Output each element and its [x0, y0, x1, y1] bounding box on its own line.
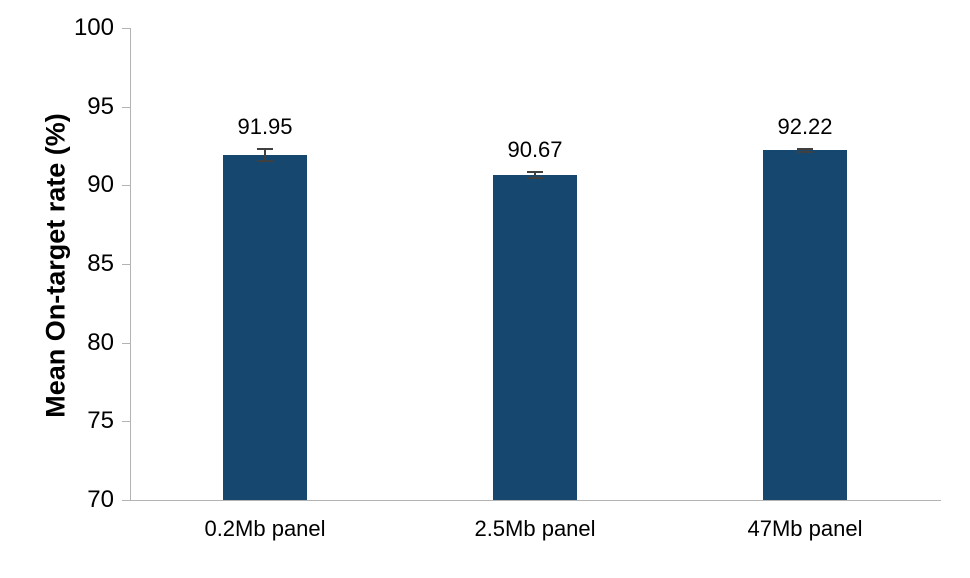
- y-tick-label: 90: [87, 171, 114, 199]
- y-tick-label: 80: [87, 328, 114, 356]
- x-category-label: 2.5Mb panel: [474, 516, 596, 541]
- y-tick-mark: [122, 28, 130, 29]
- y-tick-mark: [122, 185, 130, 187]
- error-bar-cap-bottom: [527, 176, 543, 179]
- error-bar-cap-top: [257, 147, 273, 150]
- error-bar-cap-bottom: [257, 159, 273, 162]
- y-tick-mark: [122, 421, 130, 423]
- error-bar-cap-top: [527, 170, 543, 173]
- bar: [493, 174, 577, 500]
- error-bar: [264, 147, 266, 162]
- y-tick-label: 70: [87, 486, 114, 513]
- error-bar-cap-top: [797, 148, 813, 151]
- error-bar-cap-bottom: [797, 150, 813, 153]
- x-axis-line: [130, 500, 941, 501]
- x-category-label: 47Mb panel: [747, 516, 863, 541]
- y-tick-label: 100: [73, 14, 114, 41]
- bar: [763, 150, 847, 500]
- y-tick-mark: [122, 342, 130, 344]
- error-bar: [804, 148, 806, 153]
- y-axis-line: [130, 28, 131, 500]
- bar: [223, 154, 307, 500]
- bar-value-label: 92.22: [777, 114, 833, 140]
- x-category-label: 0.2Mb panel: [204, 516, 326, 541]
- bar-value-label: 90.67: [507, 136, 563, 162]
- error-bar: [534, 170, 536, 179]
- y-tick-label: 95: [87, 92, 114, 120]
- bar-value-label: 91.95: [237, 113, 293, 139]
- y-tick-mark: [122, 500, 130, 501]
- y-tick-label: 75: [87, 407, 114, 435]
- y-tick-label: 85: [87, 250, 114, 277]
- y-tick-mark: [122, 264, 130, 265]
- y-tick-mark: [122, 106, 130, 108]
